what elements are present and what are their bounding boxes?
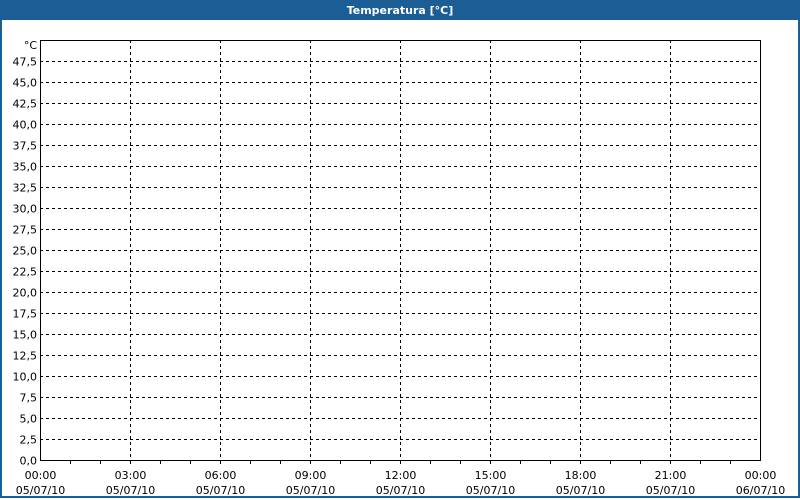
x-tick-time: 03:00 bbox=[115, 469, 147, 482]
x-tick-time: 18:00 bbox=[565, 469, 597, 482]
y-tick-label: 12,5 bbox=[13, 350, 38, 363]
y-tick-label: 25,0 bbox=[13, 245, 38, 258]
y-tick-label: 27,5 bbox=[13, 224, 38, 237]
y-tick-label: 45,0 bbox=[13, 77, 38, 90]
y-tick-label: 40,0 bbox=[13, 119, 38, 132]
x-tick-time: 21:00 bbox=[655, 469, 687, 482]
y-tick-label: 15,0 bbox=[13, 329, 38, 342]
x-tick-time: 15:00 bbox=[475, 469, 507, 482]
window-title: Temperatura [°C] bbox=[0, 0, 800, 20]
y-tick-label: 10,0 bbox=[13, 371, 38, 384]
x-tick-date: 05/07/10 bbox=[466, 484, 515, 497]
y-tick-label: 17,5 bbox=[13, 308, 38, 321]
x-tick-time: 12:00 bbox=[385, 469, 417, 482]
y-tick-label: 35,0 bbox=[13, 161, 38, 174]
y-axis-unit: °C bbox=[24, 39, 38, 52]
y-tick-label: 42,5 bbox=[13, 98, 38, 111]
x-tick-time: 09:00 bbox=[295, 469, 327, 482]
plot-area-border bbox=[40, 40, 761, 461]
y-tick-label: 5,0 bbox=[20, 413, 38, 426]
x-tick-date: 05/07/10 bbox=[556, 484, 605, 497]
x-tick-date: 05/07/10 bbox=[16, 484, 65, 497]
x-tick-time: 00:00 bbox=[745, 469, 777, 482]
x-tick-date: 06/07/10 bbox=[736, 484, 785, 497]
y-tick-label: 37,5 bbox=[13, 140, 38, 153]
x-tick-date: 05/07/10 bbox=[646, 484, 695, 497]
y-tick-label: 20,0 bbox=[13, 287, 38, 300]
y-tick-label: 7,5 bbox=[20, 392, 38, 405]
y-tick-label: 32,5 bbox=[13, 182, 38, 195]
y-tick-label: 30,0 bbox=[13, 203, 38, 216]
y-tick-label: 47,5 bbox=[13, 56, 38, 69]
x-tick-date: 05/07/10 bbox=[106, 484, 155, 497]
x-tick-time: 00:00 bbox=[25, 469, 57, 482]
x-tick-date: 05/07/10 bbox=[286, 484, 335, 497]
x-tick-date: 05/07/10 bbox=[376, 484, 425, 497]
x-tick-time: 06:00 bbox=[205, 469, 237, 482]
y-tick-label: 0,0 bbox=[20, 455, 38, 468]
y-tick-label: 22,5 bbox=[13, 266, 38, 279]
x-tick-date: 05/07/10 bbox=[196, 484, 245, 497]
y-tick-label: 2,5 bbox=[20, 434, 38, 447]
